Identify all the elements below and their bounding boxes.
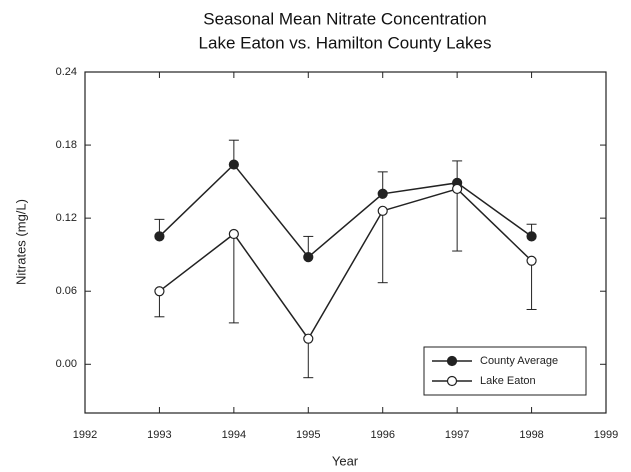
data-point: [303, 333, 314, 344]
data-point: [526, 255, 537, 266]
y-tick-label: 0.12: [56, 212, 77, 224]
data-point: [228, 159, 239, 170]
x-tick-label: 1997: [445, 429, 469, 441]
data-point: [154, 231, 165, 242]
x-tick-label: 1996: [370, 429, 394, 441]
data-point: [228, 228, 239, 240]
chart-subtitle: Lake Eaton vs. Hamilton County Lakes: [199, 33, 492, 52]
legend-label: Lake Eaton: [480, 375, 536, 387]
data-point: [154, 286, 165, 297]
series-line: [158, 188, 533, 341]
x-tick-label: 1994: [222, 429, 246, 441]
data-point: [526, 231, 537, 242]
x-axis-title: Year: [332, 453, 359, 468]
x-tick-label: 1995: [296, 429, 320, 441]
x-tick-label: 1999: [594, 429, 618, 441]
y-tick-label: 0.00: [56, 358, 77, 370]
y-tick-label: 0.24: [56, 66, 77, 78]
legend-label: County Average: [480, 355, 558, 367]
legend-marker: [446, 375, 458, 387]
series-line: [158, 163, 533, 259]
plot-frame: [84, 71, 607, 414]
x-tick-label: 1998: [519, 429, 543, 441]
legend-box: [423, 346, 587, 396]
y-axis-title: Nitrates (mg/L): [13, 199, 28, 285]
x-tick-label: 1993: [147, 429, 171, 441]
data-point: [377, 188, 388, 199]
y-tick-label: 0.18: [56, 139, 77, 151]
chart-title: Seasonal Mean Nitrate Concentration: [203, 9, 487, 28]
x-tick-label: 1992: [73, 429, 97, 441]
y-tick-label: 0.06: [56, 285, 77, 297]
legend-marker: [446, 355, 458, 367]
data-point: [377, 205, 388, 216]
data-point: [452, 183, 463, 195]
data-point: [303, 252, 314, 263]
